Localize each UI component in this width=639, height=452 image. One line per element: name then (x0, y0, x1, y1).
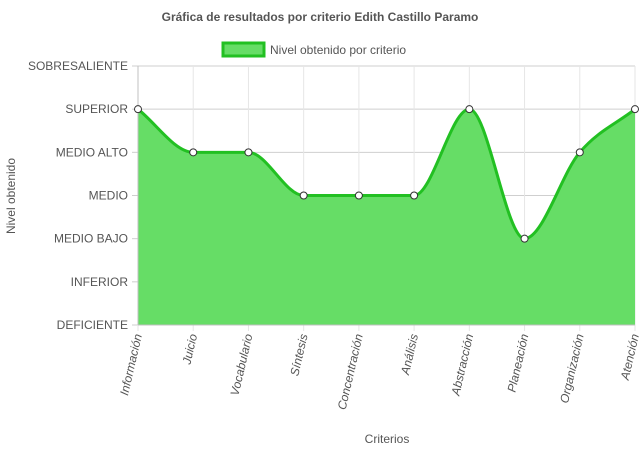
x-tick-label: Juicio (179, 332, 200, 366)
data-points (134, 105, 639, 243)
y-tick-label: DEFICIENTE (57, 318, 128, 332)
x-axis-label: Criterios (365, 432, 410, 446)
data-point[interactable] (465, 105, 474, 114)
legend-swatch[interactable] (221, 41, 266, 58)
x-tick-label: Síntesis (287, 333, 310, 378)
y-tick-labels: DEFICIENTE INFERIOR MEDIO BAJO MEDIO MEDIO A… (28, 59, 128, 332)
y-tick-label: SUPERIOR (65, 102, 128, 116)
y-axis-label: Nivel obtenido (4, 158, 18, 234)
x-tick-label: Análisis (398, 333, 421, 377)
y-tick-label: SOBRESALIENTE (28, 59, 128, 73)
y-tick-label: MEDIO BAJO (54, 232, 128, 246)
data-point[interactable] (631, 105, 639, 114)
chart-title: Gráfica de resultados por criterio Edith… (162, 10, 479, 24)
y-tick-label: MEDIO ALTO (56, 145, 128, 159)
data-point[interactable] (244, 148, 253, 157)
x-tick-label: Concentración (335, 332, 366, 411)
x-tick-label: Información (117, 332, 145, 397)
x-tick-label: Organización (557, 332, 587, 404)
data-point[interactable] (189, 148, 198, 157)
data-point[interactable] (134, 105, 142, 114)
y-tick-label: MEDIO (89, 189, 128, 203)
x-tick-label: Planeación (504, 332, 531, 393)
data-point[interactable] (575, 148, 584, 157)
y-tick-label: INFERIOR (71, 275, 129, 289)
data-point[interactable] (354, 191, 363, 200)
data-point[interactable] (520, 234, 529, 243)
data-point[interactable] (299, 191, 308, 200)
legend-label[interactable]: Nivel obtenido por criterio (270, 43, 406, 57)
x-tick-label: Vocabulario (228, 332, 256, 397)
series-area (137, 107, 636, 326)
legend[interactable]: Nivel obtenido por criterio (221, 41, 406, 58)
x-tick-label: Atención (618, 332, 639, 382)
x-tick-labels: Información Juicio Vocabulario Síntesis Conc… (117, 332, 639, 411)
series-area-fill (138, 109, 635, 326)
x-tick-label: Abstracción (448, 332, 476, 398)
data-point[interactable] (410, 191, 419, 200)
